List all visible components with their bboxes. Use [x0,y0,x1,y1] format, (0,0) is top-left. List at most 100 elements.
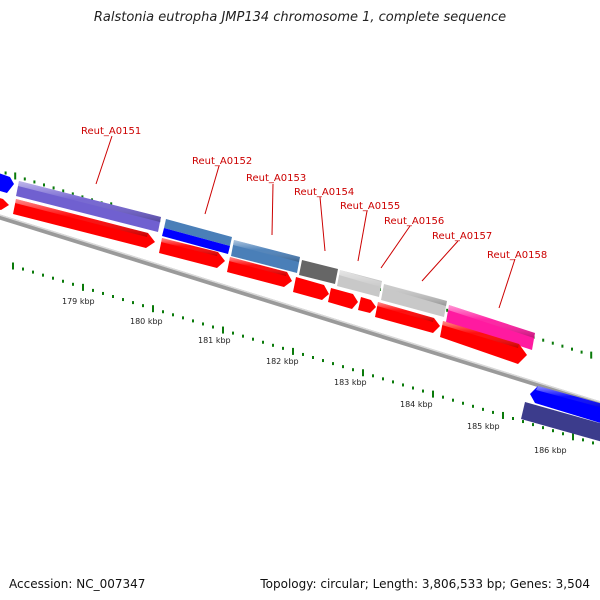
minor-tick [552,429,554,433]
minor-tick [132,301,134,305]
major-tick [14,172,17,180]
gene-arrow-Reut_A0154[interactable] [293,277,329,300]
minor-tick [282,346,284,350]
minor-tick [542,426,544,430]
reverse-strand-features [0,195,527,364]
minor-tick [92,288,94,292]
minor-tick [22,267,24,271]
minor-tick [242,334,244,338]
gene-labels: Reut_A0151 Reut_A0152 Reut_A0153 Reut_A0… [81,126,547,261]
minor-tick [542,338,545,342]
major-tick [12,262,14,270]
label-leader-lines [95,135,516,309]
scale-label: 184 kbp [400,400,433,409]
minor-tick [442,395,444,399]
minor-tick [452,398,454,402]
minor-tick [71,192,74,196]
major-tick [502,411,504,419]
minor-tick [512,417,514,420]
forward-strand-features [0,170,535,350]
minor-tick [551,341,554,345]
minor-tick [102,291,104,295]
scale-label: 186 kbp [534,446,567,455]
gene-label[interactable]: Reut_A0151 [81,126,141,137]
minor-tick [122,298,124,302]
gene-arrow-Reut_A0158[interactable] [440,321,527,364]
major-tick [82,283,84,291]
gene-arrow-red-left[interactable] [0,195,9,210]
scale-label: 179 kbp [62,297,95,306]
chromosome-backbone [0,214,600,407]
minor-tick [81,195,84,199]
minor-tick [522,420,524,424]
minor-tick [562,432,564,436]
minor-tick [42,273,44,277]
minor-tick [212,325,214,329]
minor-tick [342,365,344,369]
minor-tick [162,310,164,314]
scale-label: 183 kbp [334,378,367,387]
minor-tick [4,171,7,175]
major-tick [292,347,294,355]
gene-label[interactable]: Reut_A0157 [432,231,492,242]
minor-tick [561,344,564,348]
minor-tick [202,322,204,326]
minor-tick [272,343,274,347]
scale-label: 180 kbp [130,317,163,326]
minor-tick [312,356,314,359]
genome-stats-label: Topology: circular; Length: 3,806,533 bp… [260,577,590,591]
minor-tick [112,295,114,298]
minor-tick [372,374,374,378]
minor-tick [43,183,45,187]
minor-tick [446,308,449,312]
minor-tick [352,368,354,372]
major-tick [222,326,224,334]
major-tick [152,305,154,313]
minor-tick [252,337,254,341]
minor-tick [62,279,64,283]
minor-tick [402,383,404,387]
gene-arrow-blue-right[interactable] [530,386,600,426]
minor-tick [52,276,54,280]
minor-tick [592,441,594,445]
gene-feature-navy-right[interactable] [521,402,600,444]
gene-arrow-Reut_A0156[interactable] [358,297,376,313]
minor-tick [33,180,36,184]
major-tick [432,390,434,398]
accession-label: Accession: NC_007347 [9,577,146,591]
lower-tick-track: 179 kbp 180 kbp 181 kbp 182 kbp 183 kbp 184 k… [12,262,594,455]
minor-tick [302,352,304,356]
minor-tick [382,377,384,381]
minor-tick [52,186,55,190]
minor-tick [571,347,573,351]
major-tick [590,351,593,359]
gene-feature-Reut_A0152-top[interactable] [164,219,232,246]
minor-tick [322,359,324,363]
scale-label: 182 kbp [266,357,299,366]
gene-label[interactable]: Reut_A0155 [340,201,400,212]
gene-feature-Reut_A0152-bottom[interactable] [162,228,230,254]
minor-tick [142,304,144,308]
minor-tick [532,423,534,427]
right-side-features [521,386,600,444]
minor-tick [232,331,234,335]
major-tick [572,433,574,441]
gene-feature-Reut_A0154[interactable] [299,260,338,284]
minor-tick [182,316,184,320]
minor-tick [392,380,394,384]
minor-tick [422,389,424,393]
gene-label[interactable]: Reut_A0158 [487,250,547,261]
gene-label[interactable]: Reut_A0153 [246,173,306,184]
gene-feature-blue-left[interactable] [0,170,14,193]
gene-label[interactable]: Reut_A0156 [384,216,444,227]
scale-label: 185 kbp [467,422,500,431]
gene-label[interactable]: Reut_A0154 [294,187,354,198]
gene-feature-Reut_A0156[interactable] [381,284,447,317]
gene-arrow-Reut_A0155[interactable] [328,288,358,309]
gene-label[interactable]: Reut_A0152 [192,156,252,167]
page-title: Ralstonia eutropha JMP134 chromosome 1, … [93,10,507,25]
minor-tick [62,189,65,193]
minor-tick [462,401,464,405]
minor-tick [192,319,194,323]
